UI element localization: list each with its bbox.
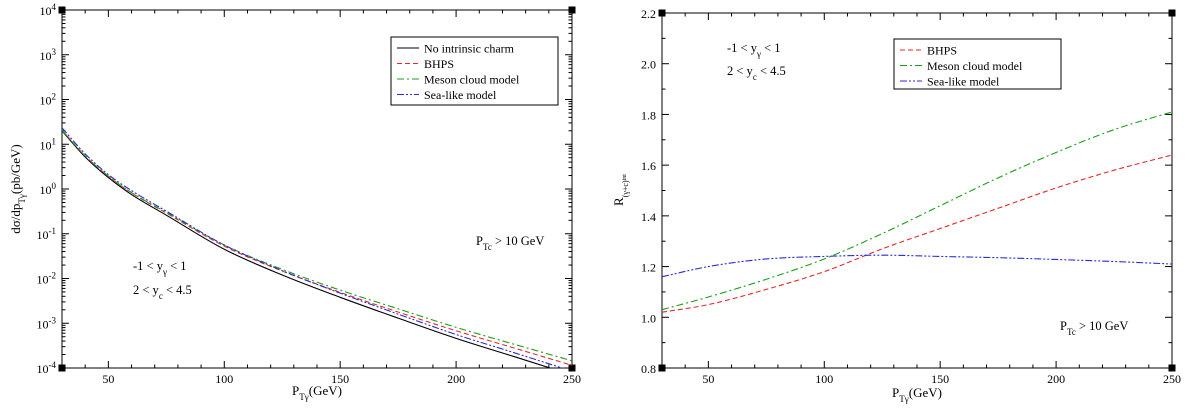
right-y-tick-label: 0.8 — [641, 362, 656, 376]
right-y-tick-label: 1.4 — [641, 210, 656, 224]
left-y-tick-label: 101 — [40, 136, 57, 152]
right-x-tick-label: 150 — [931, 372, 949, 386]
left-x-tick-label: 250 — [563, 372, 581, 386]
right-y-tick-label: 2.0 — [641, 58, 656, 72]
right-legend-label: Sea-like model — [927, 75, 1000, 89]
left-annotation-ptc: PTc > 10 GeV — [476, 234, 544, 252]
right-x-tick-label: 50 — [702, 372, 714, 386]
right-series-line-meson-cloud-model — [662, 111, 1172, 311]
left-annotation-yc: 2 < yc < 4.5 — [133, 283, 192, 301]
right-x-tick-label: 200 — [1047, 372, 1065, 386]
left-legend-label: Sea-like model — [424, 88, 497, 102]
right-series-line-sea-like-model — [662, 254, 1172, 278]
left-x-ticks: 50 100 150 200 250 — [61, 10, 581, 386]
left-legend-label: Meson cloud model — [424, 73, 520, 87]
left-x-tick-label: 50 — [102, 372, 114, 386]
left-y-tick-label: 10-2 — [37, 271, 57, 287]
left-legend-box — [390, 36, 559, 106]
left-y-tick-label: 10-4 — [37, 360, 57, 376]
right-y-tick-label: 1.0 — [641, 311, 656, 325]
right-x-ticks: 50 100 150 200 250 — [661, 13, 1181, 386]
right-x-axis-label: PTγ(GeV) — [892, 385, 942, 404]
right-y-tick-label: 2.2 — [641, 7, 656, 21]
right-legend-label: BHPS — [927, 44, 957, 58]
left-chart: 50 100 150 200 250 10-4 10-3 10-2 10-1 100 101 102… — [8, 2, 581, 402]
right-x-tick-label: 100 — [815, 372, 833, 386]
left-series-line-bhps — [62, 129, 572, 366]
right-x-tick-label: 250 — [1163, 372, 1181, 386]
right-legend-label: Meson cloud model — [927, 59, 1023, 73]
right-annotation-yc: 2 < yc < 4.5 — [727, 64, 786, 82]
left-y-tick-label: 102 — [40, 92, 57, 108]
right-y-tick-label: 1.2 — [641, 261, 656, 275]
left-x-axis-label: PTγ(GeV) — [292, 383, 342, 402]
right-y-axis-label: R(γ+c)int — [611, 174, 630, 206]
right-series-group — [662, 111, 1172, 313]
right-annotation-ygamma: -1 < yγ < 1 — [727, 41, 781, 59]
right-y-tick-label: 1.6 — [641, 159, 656, 173]
left-y-tick-label: 104 — [40, 2, 57, 18]
left-y-ticks: 10-4 10-3 10-2 10-1 100 101 102 103 104 — [37, 2, 572, 376]
left-series-line-no-intrinsic-charm — [62, 130, 552, 368]
left-series-line-meson-cloud-model — [62, 129, 572, 362]
left-legend-label: BHPS — [424, 57, 454, 71]
left-annotation-ygamma: -1 < yγ < 1 — [133, 259, 187, 277]
right-series-line-bhps — [662, 154, 1172, 313]
right-chart: 50 100 150 200 250 0.81.01.21.41.61.82.02.2 … — [611, 7, 1181, 404]
right-annotation-ptc: PTc > 10 GeV — [1060, 319, 1128, 337]
left-x-tick-label: 100 — [215, 372, 233, 386]
left-y-tick-label: 10-3 — [37, 315, 57, 331]
left-x-tick-label: 200 — [447, 372, 465, 386]
left-series-line-sea-like-model — [62, 127, 564, 368]
right-y-tick-label: 1.8 — [641, 108, 656, 122]
left-series-group — [62, 127, 572, 368]
left-y-axis-label: dσ/dpTγ(pb/GeV) — [8, 144, 27, 233]
left-y-tick-label: 10-1 — [37, 226, 57, 242]
right-y-ticks: 0.8 1.0 1.2 1.4 1.6 1.8 2.0 2.2 — [641, 7, 1172, 376]
left-x-tick-label: 150 — [331, 372, 349, 386]
left-y-tick-label: 103 — [40, 47, 57, 63]
left-legend-label: No intrinsic charm — [424, 42, 515, 56]
left-y-tick-label: 100 — [40, 181, 57, 197]
